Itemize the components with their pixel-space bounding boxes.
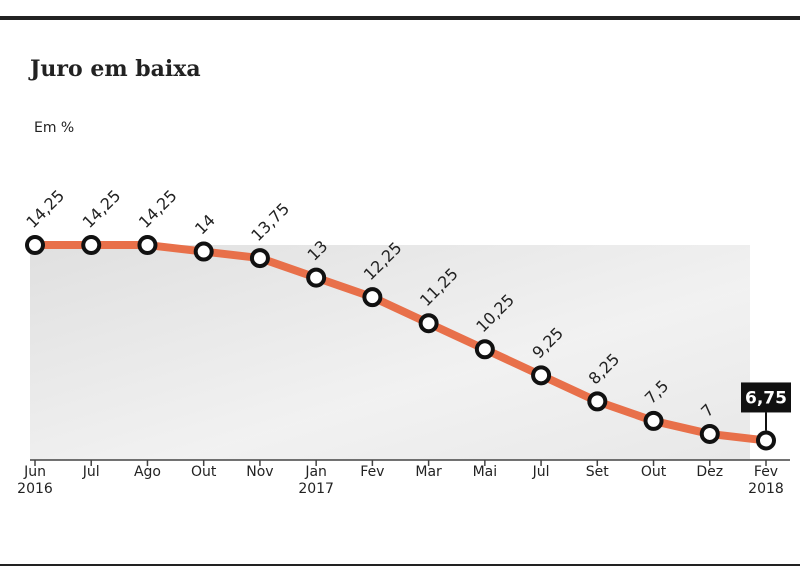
x-tick-label: Jul	[532, 464, 550, 480]
point	[418, 313, 439, 334]
point	[474, 339, 495, 360]
x-tick-label: Jan 2017	[298, 464, 334, 497]
chart-title: Juro em baixa	[28, 56, 201, 82]
point	[81, 235, 102, 256]
point	[587, 391, 608, 412]
x-tick-label: Nov	[246, 464, 274, 480]
x-tick-label: Fev	[360, 464, 385, 480]
x-tick-label: Mar	[415, 464, 442, 480]
value-label: 14,25	[135, 186, 181, 232]
x-tick-label: Set	[585, 464, 609, 480]
label-box	[741, 382, 791, 413]
x-tick-label: Jul	[82, 464, 100, 480]
x-tick-label: Out	[640, 464, 667, 480]
x-tick-label: Jun 2016	[17, 464, 53, 497]
background-engraving	[30, 245, 750, 460]
x-tick-label: Out	[190, 464, 217, 480]
point	[25, 235, 45, 256]
point	[249, 248, 270, 269]
point	[643, 410, 664, 431]
x-tick-label: Dez	[696, 464, 724, 480]
x-tick-label: Ago	[133, 464, 161, 480]
point	[531, 365, 552, 386]
value-label: 14,25	[22, 186, 68, 232]
value-label: 14	[191, 211, 219, 239]
x-tick-label: Fev 2018	[748, 464, 784, 497]
x-tick-label: Mai	[472, 464, 498, 480]
point	[306, 267, 327, 288]
top-rule	[0, 16, 800, 20]
value-label: 13,75	[247, 199, 293, 245]
value-label: 6,75	[745, 388, 787, 408]
point	[362, 287, 383, 308]
bottom-rule	[0, 564, 800, 566]
value-label: 14,25	[79, 186, 125, 232]
chart-subtitle: Em %	[34, 120, 74, 136]
point	[193, 241, 214, 262]
point	[137, 235, 158, 256]
point	[756, 430, 776, 451]
point	[699, 423, 720, 444]
